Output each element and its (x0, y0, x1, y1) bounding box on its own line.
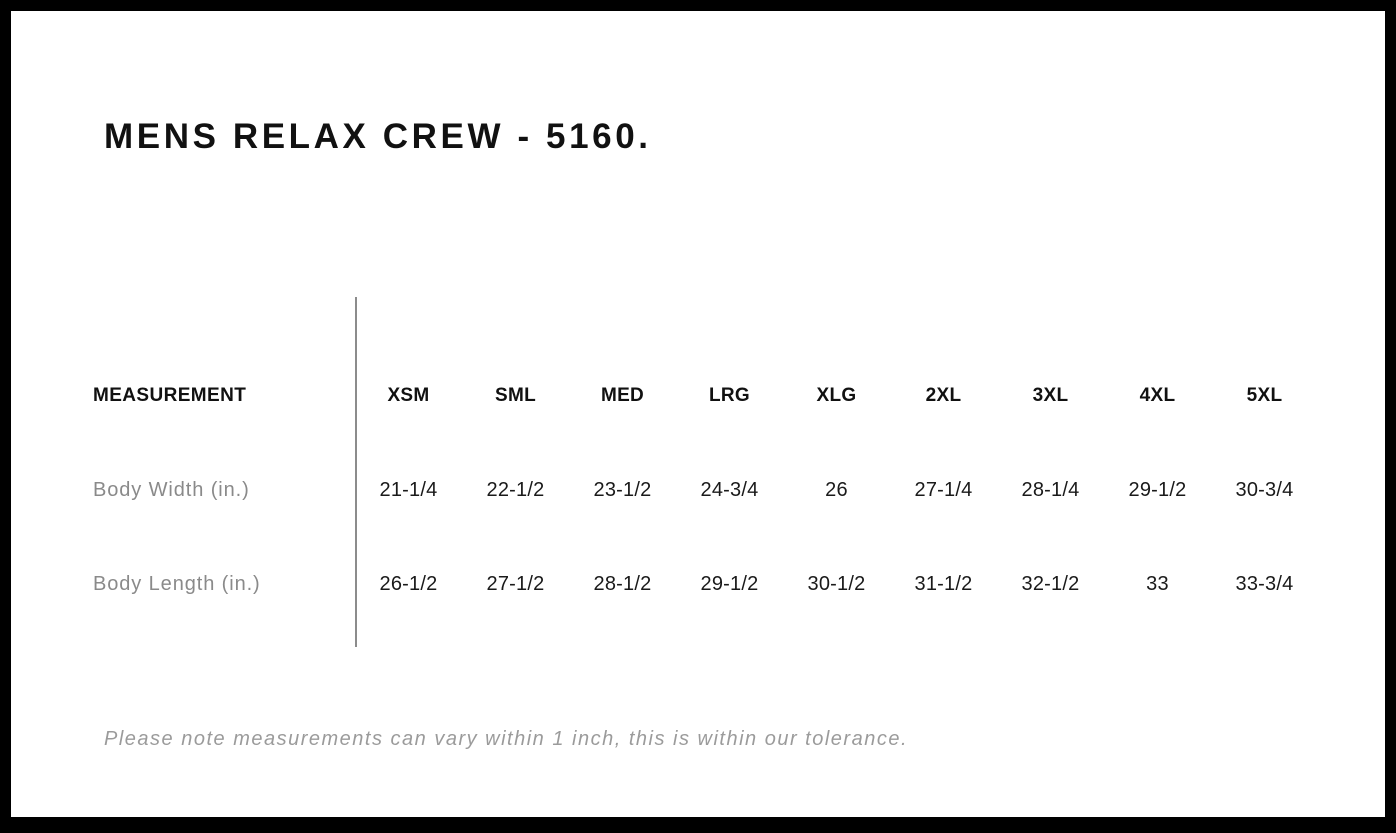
body-length-xsm: 26-1/2 (379, 572, 438, 595)
row-label-body-width: Body Width (in.) (93, 478, 250, 501)
body-length-4xl: 33 (1146, 572, 1169, 595)
body-length-2xl: 31-1/2 (914, 572, 973, 595)
body-length-xlg: 30-1/2 (807, 572, 866, 595)
size-column-header-xlg: XLG (816, 385, 857, 406)
size-chart-table-region: MEASUREMENT XSM SML MED LRG XLG 2XL 3XL … (11, 11, 1385, 817)
size-column-header-2xl: 2XL (925, 385, 962, 406)
body-width-lrg: 24-3/4 (700, 478, 759, 501)
size-chart-card: MENS RELAX CREW - 5160. MEASUREMENT XSM … (11, 11, 1385, 817)
body-width-5xl: 30-3/4 (1235, 478, 1294, 501)
tolerance-footnote: Please note measurements can vary within… (104, 728, 909, 750)
size-column-header-lrg: LRG (708, 385, 750, 406)
size-column-header-3xl: 3XL (1032, 385, 1069, 406)
body-width-xsm: 21-1/4 (379, 478, 438, 501)
page-title: MENS RELAX CREW - 5160. (104, 117, 652, 156)
body-width-xlg: 26 (825, 478, 848, 501)
body-width-3xl: 28-1/4 (1021, 478, 1080, 501)
size-chart-table: MEASUREMENT XSM SML MED LRG XLG 2XL 3XL … (93, 349, 1318, 631)
column-divider (355, 297, 357, 647)
body-length-sml: 27-1/2 (486, 572, 545, 595)
size-column-header-xsm: XSM (387, 385, 430, 406)
size-column-header-4xl: 4XL (1139, 385, 1176, 406)
body-width-med: 23-1/2 (593, 478, 652, 501)
body-length-med: 28-1/2 (593, 572, 652, 595)
table-row: Body Width (in.) 21-1/4 22-1/2 23-1/2 24… (93, 443, 1318, 537)
body-length-5xl: 33-3/4 (1235, 572, 1294, 595)
body-length-lrg: 29-1/2 (700, 572, 759, 595)
measurement-column-header: MEASUREMENT (93, 385, 247, 406)
body-width-2xl: 27-1/4 (914, 478, 973, 501)
table-header-row: MEASUREMENT XSM SML MED LRG XLG 2XL 3XL … (93, 349, 1318, 443)
body-width-4xl: 29-1/2 (1128, 478, 1187, 501)
body-width-sml: 22-1/2 (486, 478, 545, 501)
size-column-header-5xl: 5XL (1246, 385, 1283, 406)
size-column-header-sml: SML (494, 385, 536, 406)
body-length-3xl: 32-1/2 (1021, 572, 1080, 595)
row-label-body-length: Body Length (in.) (93, 572, 261, 595)
size-column-header-med: MED (600, 385, 645, 406)
table-row: Body Length (in.) 26-1/2 27-1/2 28-1/2 2… (93, 537, 1318, 631)
